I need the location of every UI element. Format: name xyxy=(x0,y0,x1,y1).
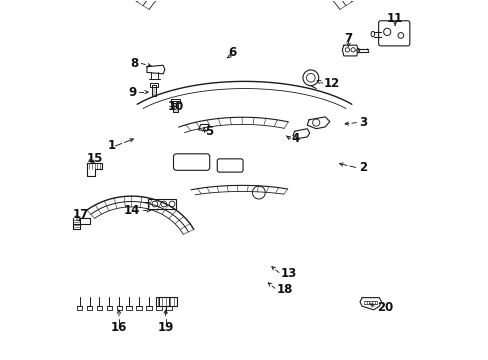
Text: 1: 1 xyxy=(107,139,115,152)
Bar xyxy=(155,297,177,306)
Text: 17: 17 xyxy=(72,208,88,221)
Text: 2: 2 xyxy=(359,161,366,174)
Text: 15: 15 xyxy=(86,152,103,165)
Text: 12: 12 xyxy=(323,77,339,90)
Bar xyxy=(147,199,176,210)
Text: 11: 11 xyxy=(386,12,403,25)
Text: 20: 20 xyxy=(376,301,393,314)
Text: 9: 9 xyxy=(128,86,137,99)
Text: 13: 13 xyxy=(280,267,296,280)
Text: 16: 16 xyxy=(111,320,127,333)
Text: 5: 5 xyxy=(204,125,213,138)
Text: 6: 6 xyxy=(227,46,236,59)
Text: 10: 10 xyxy=(167,100,183,113)
Text: 19: 19 xyxy=(157,320,173,333)
Text: 7: 7 xyxy=(344,32,352,45)
Text: 18: 18 xyxy=(276,283,292,296)
Text: 14: 14 xyxy=(124,204,140,217)
Text: 8: 8 xyxy=(130,57,139,70)
Text: 3: 3 xyxy=(359,116,366,129)
Text: 4: 4 xyxy=(290,132,299,145)
